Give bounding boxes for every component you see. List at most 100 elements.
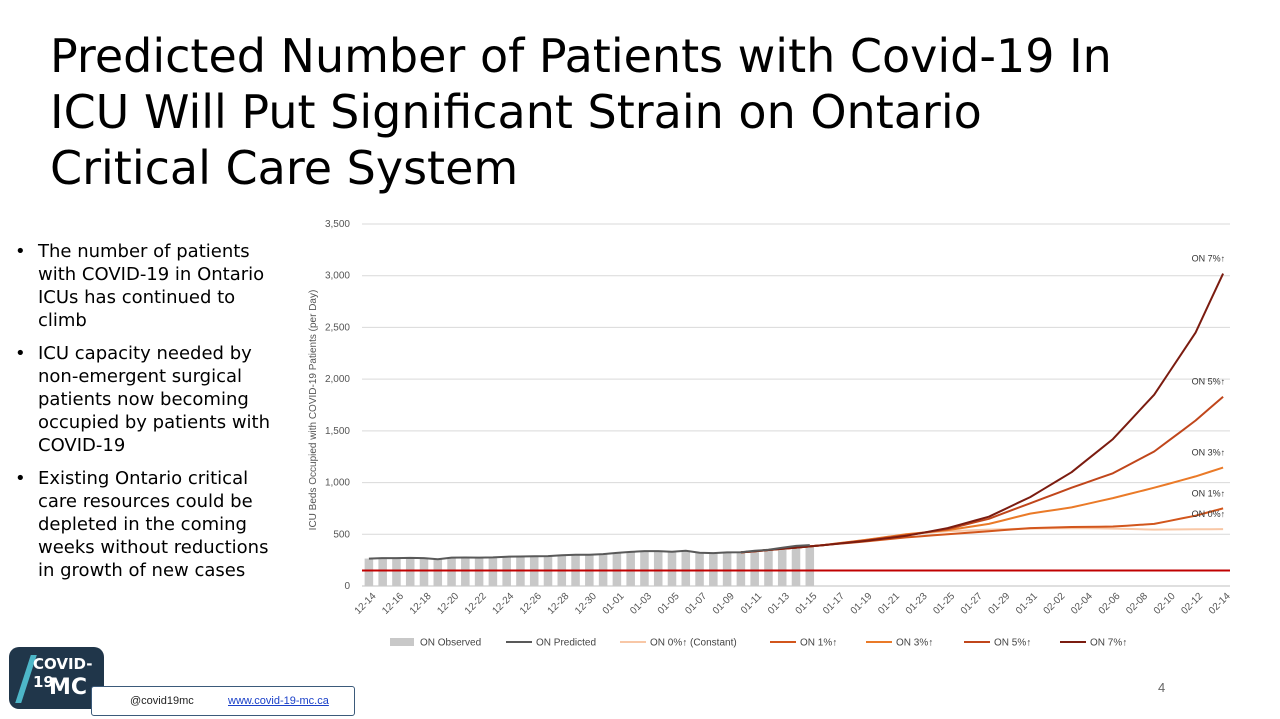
x-tick-label: 02-04: [1069, 591, 1095, 617]
x-tick-label: 02-02: [1042, 591, 1068, 617]
y-tick-label: 3,500: [325, 219, 350, 230]
series-end-label: ON 5%↑: [1192, 377, 1226, 387]
y-tick-label: 0: [344, 581, 350, 592]
title-line-1: Predicted Number of Patients with Covid-…: [50, 29, 1112, 83]
y-tick-label: 1,000: [325, 478, 350, 489]
x-tick-label: 01-09: [711, 591, 737, 617]
x-tick-label: 01-07: [683, 591, 709, 617]
y-tick-label: 3,000: [325, 271, 350, 282]
bullet-item: ICU capacity needed by non-emergent surg…: [12, 342, 272, 457]
bullet-list: The number of patients with COVID-19 in …: [12, 240, 272, 592]
observed-bar: [461, 557, 470, 586]
x-tick-label: 12-30: [573, 591, 599, 617]
x-tick-label: 01-25: [931, 591, 957, 617]
y-tick-label: 500: [333, 529, 350, 540]
x-tick-label: 01-01: [601, 591, 627, 617]
observed-bar: [791, 545, 801, 586]
x-tick-label: 01-17: [821, 591, 847, 617]
x-tick-label: 12-28: [546, 591, 572, 617]
legend-label: ON 0%↑ (Constant): [650, 638, 737, 649]
series-lines: [362, 273, 1230, 572]
gridlines: [362, 223, 1230, 587]
x-tick-label: 12-14: [353, 591, 379, 617]
observed-bar: [640, 551, 649, 586]
observed-bar: [447, 557, 456, 586]
y-axis-label: ICU Beds Occupied with COVID-19 Patients…: [308, 290, 319, 531]
observed-bar: [777, 547, 787, 586]
observed-bar: [612, 552, 622, 586]
observed-bar: [695, 552, 704, 586]
on7-line: [740, 273, 1225, 554]
y-tick-label: 2,000: [325, 374, 350, 385]
observed-bar: [488, 557, 498, 586]
legend-label: ON Predicted: [536, 638, 596, 649]
observed-bar: [736, 552, 746, 586]
x-tick-label: 01-29: [986, 591, 1012, 617]
x-tick-label: 02-08: [1124, 591, 1150, 617]
title-line-3: Critical Care System: [50, 141, 519, 195]
observed-bar: [419, 558, 429, 586]
observed-bar: [433, 559, 443, 586]
y-tick-labels: 0 500 1,000 1,500 2,000 2,500 3,000 3,500: [325, 219, 350, 592]
x-tick-label: 01-23: [904, 591, 930, 617]
x-tick-label: 02-14: [1207, 591, 1233, 617]
observed-bar: [364, 558, 374, 586]
observed-bar: [764, 549, 773, 586]
observed-bar: [750, 550, 759, 586]
legend-label: ON 5%↑: [994, 638, 1031, 649]
observed-bar: [805, 545, 815, 586]
x-tick-label: 01-27: [959, 591, 985, 617]
x-tick-labels: 12-14 12-16 12-18 12-20 12-22 12-24 12-26 12-28…: [353, 591, 1233, 617]
observed-bar: [653, 551, 663, 586]
bullet-item: The number of patients with COVID-19 in …: [12, 240, 272, 332]
x-tick-label: 12-20: [435, 591, 461, 617]
x-tick-label: 01-03: [628, 591, 654, 617]
x-tick-label: 12-26: [518, 591, 544, 617]
x-tick-label: 02-12: [1179, 591, 1205, 617]
series-end-label: ON 1%↑: [1192, 488, 1226, 498]
twitter-handle: @covid19mc: [130, 695, 194, 707]
x-tick-label: 01-19: [849, 591, 875, 617]
logo-text-line1: COVID-19: [33, 655, 93, 691]
logo-text-line2: MC: [49, 675, 88, 700]
legend-swatch: [390, 638, 414, 646]
legend-label: ON Observed: [420, 638, 481, 649]
title-line-2: ICU Will Put Significant Strain on Ontar…: [50, 85, 982, 139]
observed-bar: [626, 551, 635, 586]
observed-bar: [405, 557, 415, 586]
chart-legend: ON Observed ON Predicted ON 0%↑ (Constant)…: [390, 638, 1127, 649]
x-tick-label: 02-06: [1097, 591, 1123, 617]
covid19mc-logo: COVID-19 MC: [9, 647, 104, 709]
bullet-item: Existing Ontario critical care resources…: [12, 467, 272, 582]
series-end-label: ON 7%↑: [1192, 254, 1226, 264]
series-end-labels: ON 0%↑ ON 1%↑ ON 3%↑ ON 5%↑ ON 7%↑: [1192, 254, 1226, 519]
x-tick-label: 12-22: [463, 591, 489, 617]
y-tick-label: 1,500: [325, 426, 350, 437]
observed-bar: [667, 551, 677, 586]
x-tick-label: 01-21: [876, 591, 902, 617]
footer-contact-box: @covid19mc www.covid-19-mc.ca: [91, 686, 355, 716]
legend-label: ON 3%↑: [896, 638, 933, 649]
x-tick-label: 01-15: [794, 591, 820, 617]
series-end-label: ON 0%↑: [1192, 509, 1226, 519]
x-tick-label: 02-10: [1152, 591, 1178, 617]
x-tick-label: 01-13: [766, 591, 792, 617]
legend-label: ON 7%↑: [1090, 638, 1127, 649]
x-tick-label: 01-11: [739, 591, 765, 617]
observed-bar: [722, 552, 732, 586]
observed-bar: [378, 558, 387, 586]
legend-label: ON 1%↑: [800, 638, 837, 649]
x-tick-label: 01-05: [656, 591, 682, 617]
observed-bar: [681, 550, 691, 586]
observed-bar: [392, 558, 401, 586]
x-tick-label: 12-16: [380, 591, 406, 617]
website-link[interactable]: www.covid-19-mc.ca: [228, 695, 329, 707]
series-end-label: ON 3%↑: [1192, 448, 1226, 458]
predicted-line: [368, 544, 810, 561]
slide-title: Predicted Number of Patients with Covid-…: [50, 28, 1230, 196]
icu-chart: ICU Beds Occupied with COVID-19 Patients…: [308, 219, 1233, 649]
on3-line: [740, 466, 1224, 554]
observed-bar: [474, 557, 484, 586]
page-number: 4: [1158, 680, 1166, 695]
x-tick-label: 01-31: [1014, 591, 1040, 617]
